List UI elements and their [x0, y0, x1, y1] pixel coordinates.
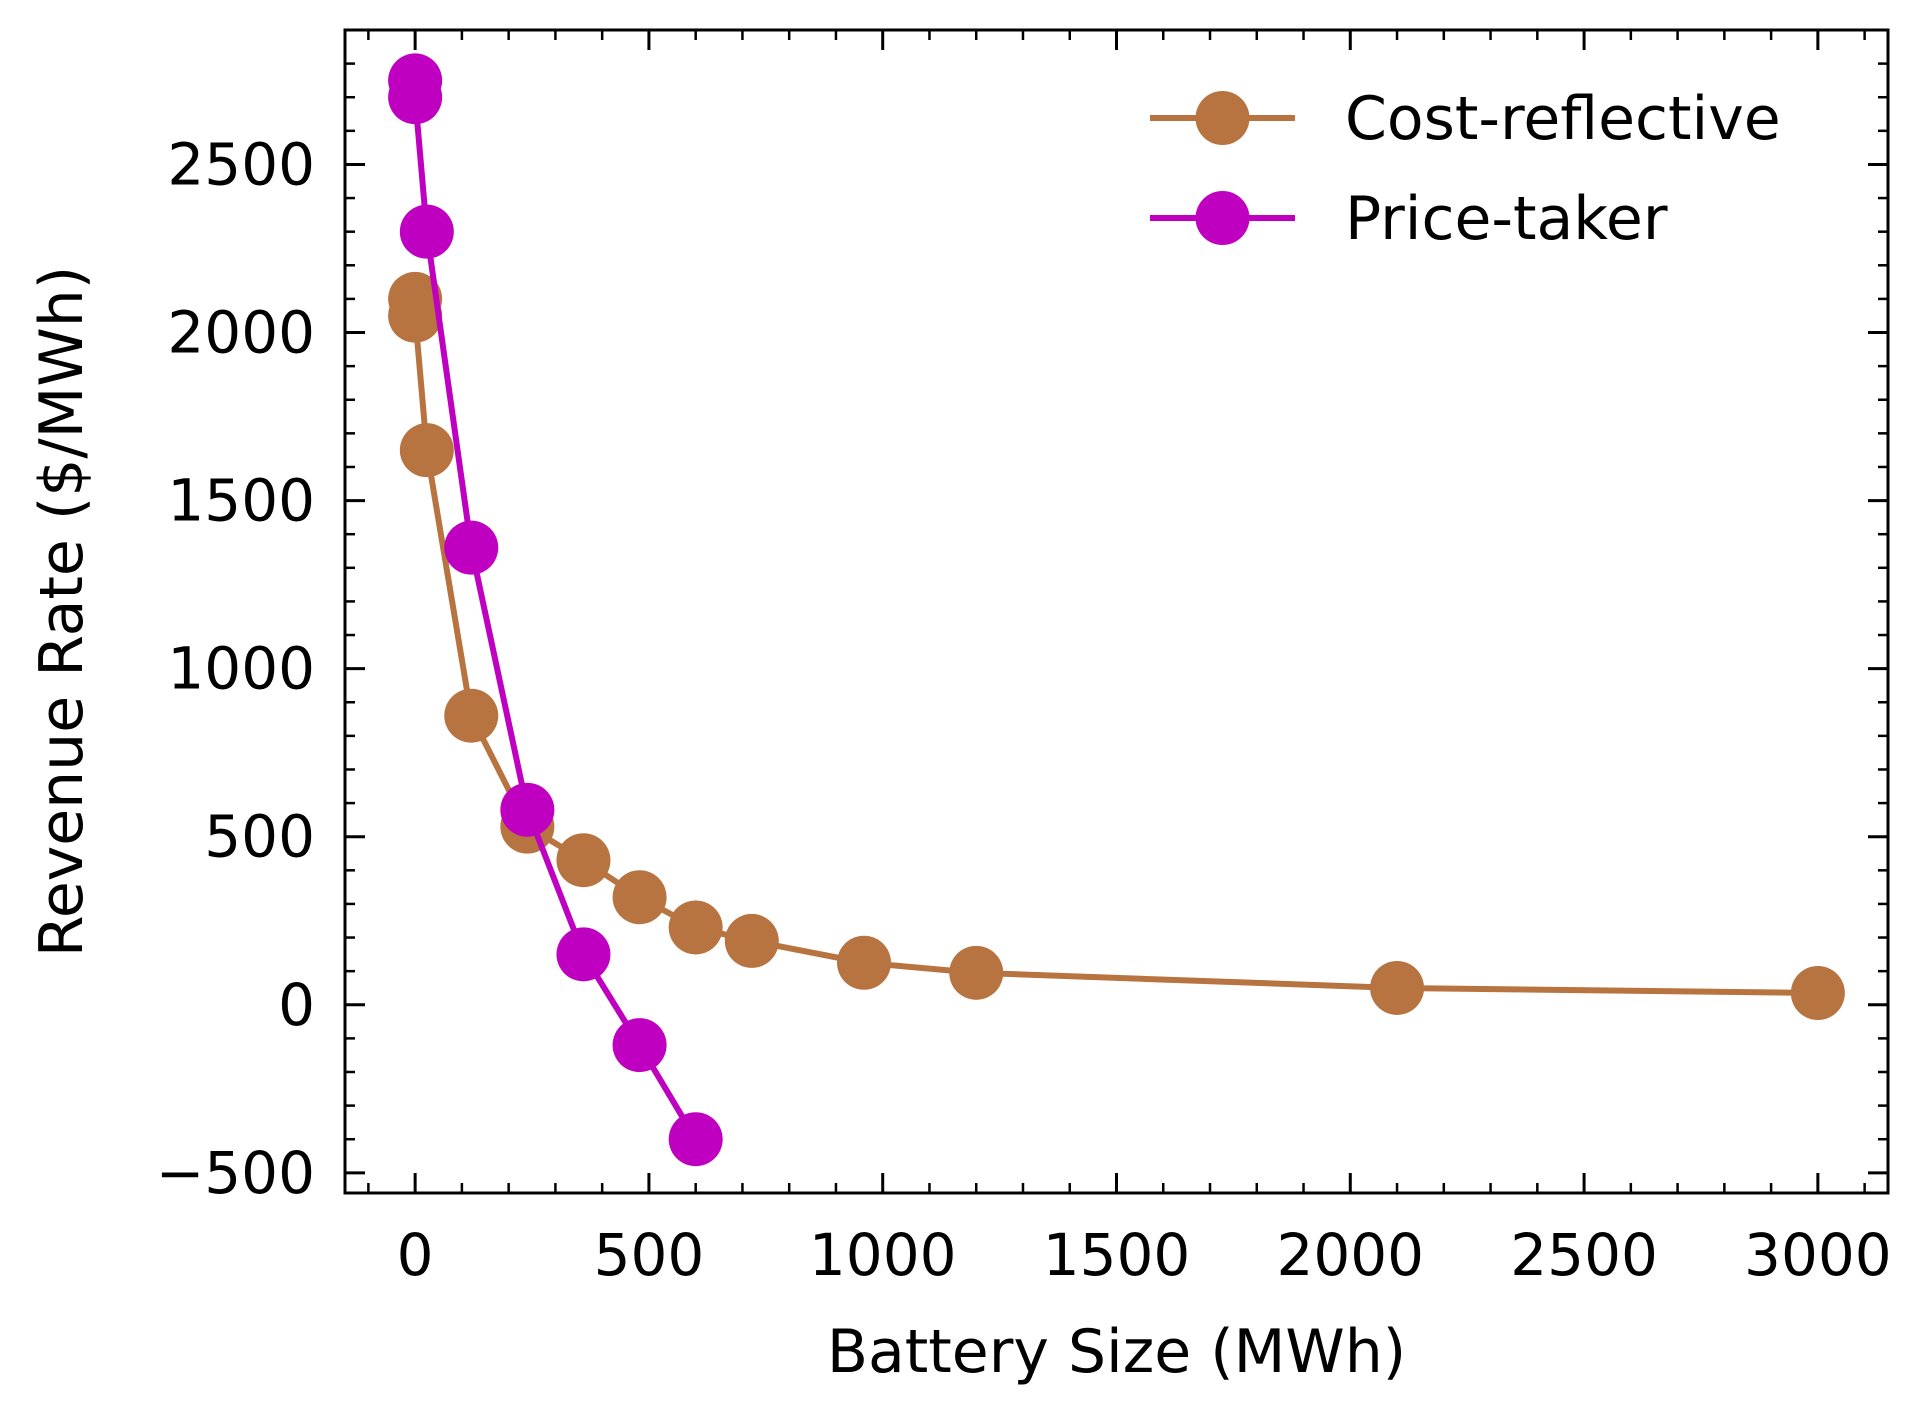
legend: Cost-reflective Price-taker [1150, 84, 1781, 254]
minor-ticks [345, 28, 1888, 1193]
data-point-price-taker [612, 1018, 667, 1073]
data-point-price-taker [444, 520, 499, 575]
series-line-price-taker [412, 80, 699, 1141]
legend-marker-cost-reflective [1195, 91, 1250, 145]
x-tick-label: 2500 [1510, 1221, 1658, 1289]
legend-entry-price-taker: Price-taker [1150, 184, 1668, 254]
data-point-cost-reflective [399, 423, 454, 478]
data-point-price-taker [668, 1112, 723, 1167]
x-tick-label: 500 [594, 1221, 705, 1289]
x-tick-label: 1000 [809, 1221, 957, 1289]
x-axis-label: Battery Size (MWh) [827, 1317, 1406, 1387]
major-ticks [345, 30, 1888, 1193]
data-point-cost-reflective [837, 935, 892, 990]
y-tick-label: 2500 [167, 130, 315, 198]
x-tick-labels: 0 500 1000 1500 2000 2500 3000 [397, 1221, 1892, 1289]
y-tick-label: −500 [156, 1139, 315, 1207]
data-point-cost-reflective [388, 288, 443, 343]
legend-entry-cost-reflective: Cost-reflective [1150, 84, 1781, 154]
data-point-cost-reflective [444, 688, 499, 743]
legend-label-price-taker: Price-taker [1345, 184, 1668, 254]
x-tick-label: 2000 [1276, 1221, 1424, 1289]
data-point-cost-reflective [1370, 960, 1425, 1015]
data-point-cost-reflective [668, 900, 723, 955]
legend-label-cost-reflective: Cost-reflective [1345, 84, 1781, 154]
data-point-cost-reflective [949, 945, 1004, 1000]
x-tick-label: 1500 [1043, 1221, 1191, 1289]
data-point-cost-reflective [1790, 966, 1845, 1021]
data-point-price-taker [388, 70, 443, 125]
y-tick-label: 1000 [167, 635, 315, 703]
data-point-cost-reflective [724, 913, 779, 968]
data-point-price-taker [500, 782, 555, 837]
plot-frame [343, 28, 1890, 1195]
y-tick-labels: −500 0 500 1000 1500 2000 2500 [156, 130, 315, 1206]
series-cost-reflective [388, 271, 1845, 1021]
x-tick-label: 3000 [1744, 1221, 1892, 1289]
series-layer [388, 53, 1845, 1167]
y-tick-label: 0 [278, 971, 315, 1039]
y-tick-label: 1500 [167, 467, 315, 535]
data-point-price-taker [556, 927, 611, 982]
data-point-price-taker [399, 204, 454, 259]
legend-marker-price-taker [1195, 191, 1250, 245]
y-axis-label: Revenue Rate ($/MWh) [27, 266, 97, 957]
series-price-taker [388, 53, 723, 1167]
x-tick-label: 0 [397, 1221, 434, 1289]
data-point-cost-reflective [612, 870, 667, 925]
data-point-cost-reflective [556, 833, 611, 888]
y-tick-label: 500 [204, 803, 315, 871]
y-tick-label: 2000 [167, 299, 315, 367]
